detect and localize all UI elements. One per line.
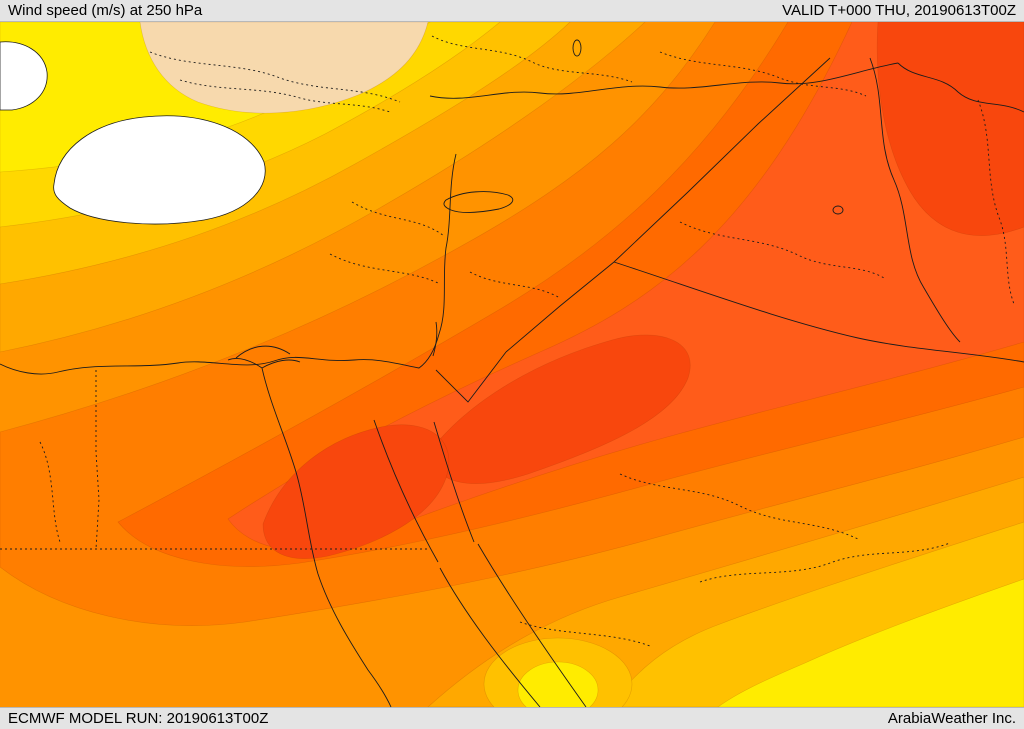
coastline-nile-delta <box>235 345 291 359</box>
admin-turkey-dotted-2 <box>431 35 633 83</box>
admin-anatolia-dotted <box>179 79 391 113</box>
river-nile <box>261 367 392 707</box>
attribution-label: ArabiaWeather Inc. <box>887 710 1016 727</box>
coastline-dead-sea <box>432 321 438 357</box>
border-syria-iraq <box>505 57 831 353</box>
coastline-gulf-of-aqaba <box>433 421 475 543</box>
coastline-red-sea-west <box>439 567 541 707</box>
map-title: Wind speed (m/s) at 250 hPa <box>8 2 203 19</box>
contour-band-red2-sinai <box>262 424 450 559</box>
lake-van-outline <box>832 205 844 215</box>
admin-iran-dotted <box>977 99 1015 305</box>
border-iraq-saudi <box>613 261 1024 363</box>
model-run-label: ECMWF MODEL RUN: 20190613T00Z <box>8 710 269 727</box>
contour-band-red2-northeast <box>876 22 1024 236</box>
admin-saudi-dotted-3 <box>519 621 651 647</box>
coastline-levant-egypt <box>0 153 457 375</box>
border-egypt-libya-dotted <box>95 370 100 550</box>
contour-band-white-blacksea <box>53 115 266 225</box>
border-turkey-syria <box>429 62 899 99</box>
admin-saudi-dotted-1 <box>619 473 861 541</box>
wind-speed-map <box>0 22 1024 707</box>
map-area <box>0 22 1024 707</box>
valid-time-label: VALID T+000 THU, 20190613T00Z <box>782 2 1016 19</box>
lake-tuz-outline <box>572 39 582 57</box>
contour-band-cream-anatolia <box>139 22 429 114</box>
admin-saudi-dotted-2 <box>699 542 951 583</box>
coastline-gulf-of-suez <box>373 419 439 563</box>
contour-band-white-corner <box>0 41 48 111</box>
coastline-cyprus <box>443 191 514 213</box>
admin-iraq-dotted <box>679 221 885 279</box>
border-turkey-northeast <box>897 62 1024 113</box>
river-nile-branches <box>227 357 301 369</box>
footer-bar: ECMWF MODEL RUN: 20190613T00Z ArabiaWeat… <box>0 707 1024 729</box>
mediterranean-dotted-1 <box>351 201 445 237</box>
contour-band-yellow-se <box>717 578 1024 707</box>
admin-turkey-dotted-1 <box>149 51 401 103</box>
country-borders <box>0 35 1024 707</box>
border-jordan-saudi <box>435 351 507 403</box>
coastline-red-sea-east <box>477 543 587 707</box>
contour-band-red2-center <box>427 334 691 484</box>
header-bar: Wind speed (m/s) at 250 hPa VALID T+000 … <box>0 0 1024 22</box>
border-iran-iraq <box>869 57 961 343</box>
admin-libya-dotted <box>39 441 61 543</box>
